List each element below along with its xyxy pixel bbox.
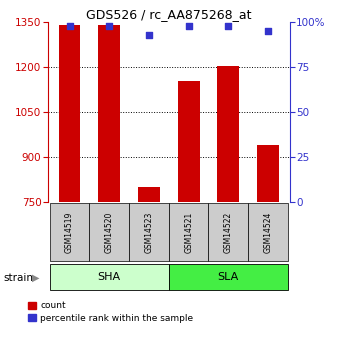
Bar xyxy=(169,264,288,290)
Text: GSM14519: GSM14519 xyxy=(65,211,74,253)
Bar xyxy=(129,203,169,261)
Bar xyxy=(169,203,208,261)
Text: SHA: SHA xyxy=(98,272,121,282)
Text: SLA: SLA xyxy=(218,272,239,282)
Bar xyxy=(98,26,120,202)
Bar xyxy=(218,66,239,202)
Text: GSM14522: GSM14522 xyxy=(224,211,233,253)
Bar xyxy=(59,26,80,202)
Point xyxy=(67,23,72,29)
Point xyxy=(265,29,271,34)
Point xyxy=(226,23,231,29)
Legend: count, percentile rank within the sample: count, percentile rank within the sample xyxy=(28,301,193,323)
Point xyxy=(106,23,112,29)
Bar xyxy=(257,145,279,202)
Point xyxy=(146,32,152,38)
Point xyxy=(186,23,191,29)
Bar xyxy=(208,203,248,261)
Text: GSM14520: GSM14520 xyxy=(105,211,114,253)
Bar xyxy=(89,203,129,261)
Text: ▶: ▶ xyxy=(32,273,40,283)
Bar xyxy=(178,81,199,202)
Text: GSM14523: GSM14523 xyxy=(145,211,153,253)
Text: strain: strain xyxy=(3,273,33,283)
Text: GSM14521: GSM14521 xyxy=(184,211,193,253)
Bar xyxy=(248,203,288,261)
Bar xyxy=(138,187,160,202)
Bar xyxy=(50,203,89,261)
Bar xyxy=(50,264,169,290)
Text: GSM14524: GSM14524 xyxy=(264,211,272,253)
Title: GDS526 / rc_AA875268_at: GDS526 / rc_AA875268_at xyxy=(86,8,252,21)
